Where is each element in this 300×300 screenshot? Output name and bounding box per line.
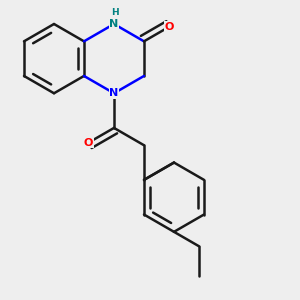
Text: H: H: [111, 8, 119, 17]
Text: O: O: [84, 138, 93, 148]
Text: N: N: [110, 19, 118, 29]
Text: N: N: [110, 88, 118, 98]
Text: O: O: [165, 22, 174, 32]
